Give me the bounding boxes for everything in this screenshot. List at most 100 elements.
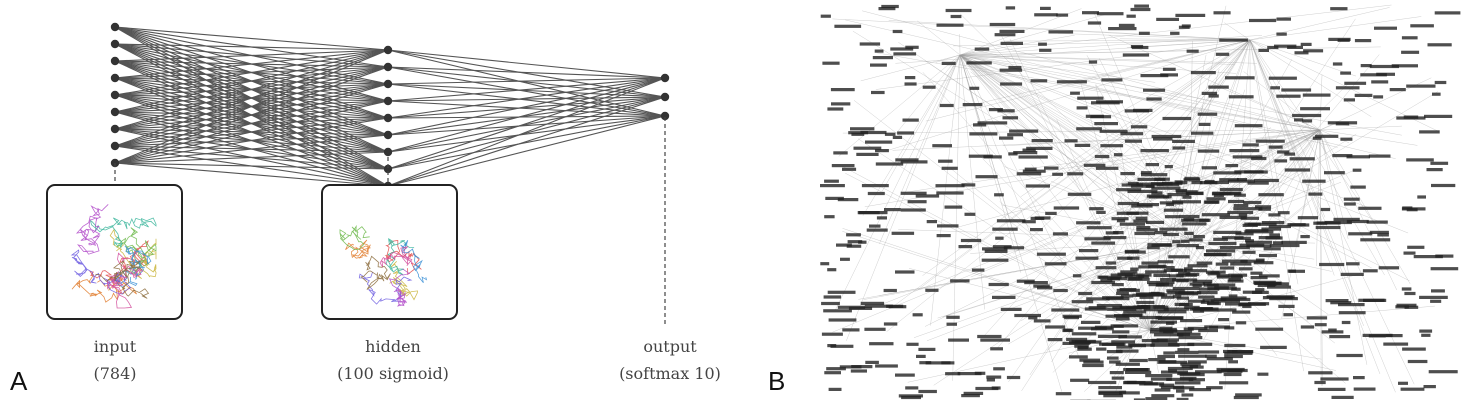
graph-node-label <box>1219 187 1243 192</box>
graph-node-label <box>1276 32 1287 36</box>
graph-node-label <box>1219 38 1248 42</box>
graph-node-label <box>1258 236 1281 240</box>
graph-node-label <box>1434 80 1447 85</box>
graph-node-label <box>1159 201 1183 205</box>
graph-node-label <box>1242 250 1256 254</box>
graph-node-label <box>1083 360 1104 364</box>
graph-edge <box>876 52 1321 131</box>
graph-node-label <box>1101 78 1123 82</box>
graph-node-label <box>1360 64 1372 68</box>
graph-edge <box>1249 39 1381 375</box>
graph-node-label <box>1150 377 1172 381</box>
network-edge <box>114 49 389 113</box>
graph-node-label <box>988 108 1003 112</box>
graph-node-label <box>1281 88 1312 92</box>
graph-node-label <box>1337 38 1350 42</box>
graph-node-label <box>1079 249 1099 253</box>
hidden-embedding-plot <box>339 224 428 307</box>
graph-node-label <box>1273 241 1283 245</box>
graph-edge <box>903 129 1321 193</box>
graph-node-label <box>1130 125 1148 129</box>
graph-node-label <box>1153 137 1173 141</box>
graph-node-label <box>1172 240 1181 244</box>
graph-node-label <box>1162 116 1192 121</box>
graph-node-label <box>1173 386 1195 390</box>
graph-node-label <box>1067 192 1092 196</box>
graph-node-label <box>936 23 964 27</box>
graph-node-label <box>1227 210 1254 215</box>
graph-edge <box>1316 129 1321 267</box>
graph-node-label <box>1119 391 1140 395</box>
graph-node-label <box>945 8 972 13</box>
graph-node-label <box>1148 195 1169 199</box>
graph-node-label <box>1197 149 1220 153</box>
graph-node-label <box>1184 231 1194 235</box>
graph-node-label <box>1378 266 1400 270</box>
graph-node-label <box>1181 393 1194 397</box>
network-edge <box>387 96 666 187</box>
graph-node-label <box>1145 163 1159 167</box>
graph-node-label <box>1071 332 1097 336</box>
network-edge <box>114 26 389 51</box>
graph-node-label <box>1170 31 1180 35</box>
graph-node-label <box>1206 386 1223 390</box>
graph-node-label <box>997 109 1015 113</box>
graph-node-label <box>1045 325 1066 329</box>
graph-node-label <box>994 193 1004 197</box>
graph-node-label <box>1400 387 1425 391</box>
embedding-trace <box>379 246 413 268</box>
graph-edge <box>1149 305 1435 331</box>
graph-node-label <box>1269 243 1300 248</box>
graph-node-label <box>1176 181 1188 185</box>
graph-edge <box>860 54 961 82</box>
graph-node-label <box>992 227 1018 231</box>
graph-node-label <box>1129 358 1148 363</box>
graph-node-label <box>1134 4 1149 8</box>
graph-node-label <box>1308 371 1333 375</box>
graph-node-label <box>831 102 851 106</box>
graph-node-label <box>1120 294 1134 298</box>
graph-node-label <box>1192 279 1213 283</box>
graph-node-label <box>1198 295 1215 299</box>
graph-node-label <box>1137 177 1166 181</box>
graph-node-label <box>1180 239 1190 243</box>
graph-node-label <box>822 61 840 65</box>
network-edge <box>387 77 666 85</box>
graph-node-label <box>1419 130 1440 134</box>
graph-node-label <box>821 301 840 306</box>
graph-node-label <box>1098 386 1122 390</box>
graph-node-label <box>1206 357 1233 361</box>
network-edge <box>114 49 389 164</box>
graph-node-label <box>1118 23 1135 27</box>
graph-node-label <box>1428 370 1458 374</box>
network-edge <box>114 49 389 62</box>
graph-node-label <box>867 191 885 196</box>
graph-node-label <box>1340 137 1353 141</box>
graph-node-label <box>1230 262 1252 266</box>
graph-node-label <box>827 107 844 111</box>
graph-edge <box>1189 133 1357 241</box>
graph-node-label <box>1130 267 1139 271</box>
graph-node-label <box>1123 381 1146 385</box>
graph-node-label <box>1231 287 1241 291</box>
graph-node-label <box>1300 42 1312 46</box>
graph-node-label <box>850 369 867 373</box>
graph-node-label <box>890 47 914 51</box>
graph-node-label <box>1268 145 1283 149</box>
network-edge <box>114 117 389 164</box>
graph-node-label <box>1261 227 1282 231</box>
graph-node-label <box>1084 307 1108 311</box>
graph-node-label <box>1176 273 1197 277</box>
network-edge <box>114 134 389 164</box>
graph-node-label <box>1341 320 1351 325</box>
graph-node-label <box>1077 347 1092 351</box>
graph-node-label <box>1198 122 1211 126</box>
graph-node-label <box>1106 350 1123 354</box>
graph-edge <box>959 54 1410 281</box>
graph-node-label <box>1214 286 1229 290</box>
graph-node-label <box>1187 326 1208 331</box>
graph-node-label <box>1126 211 1149 215</box>
graph-node-label <box>858 211 888 215</box>
graph-node-label <box>984 249 1008 253</box>
graph-node-label <box>1240 216 1259 220</box>
